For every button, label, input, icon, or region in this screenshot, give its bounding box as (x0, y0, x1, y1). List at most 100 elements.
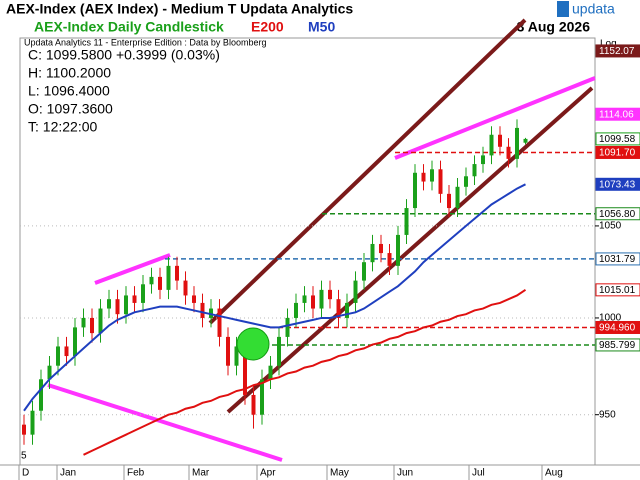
candle-body (515, 127, 519, 159)
drawings (20, 18, 596, 462)
candle-body (319, 289, 324, 309)
candle-body (294, 302, 298, 318)
candle-body (268, 365, 273, 380)
subtitle: AEX-Index Daily Candlestick (34, 19, 224, 35)
candle-body (345, 302, 349, 318)
candle-body (149, 276, 154, 285)
candle-body (396, 234, 400, 266)
candle-body (107, 299, 111, 309)
y-tick-label: 950 (599, 409, 616, 420)
x-tick-label: Jun (397, 468, 413, 479)
highlight-circle (236, 327, 270, 361)
axis-label: Log (600, 39, 617, 50)
candle-body (175, 265, 179, 281)
candle-body (438, 169, 443, 194)
candle-body (464, 176, 468, 187)
candle-body (260, 379, 264, 415)
price-tag (595, 283, 640, 297)
x-tick-label: Jul (472, 468, 485, 479)
candle-body (421, 172, 426, 182)
candle-body (277, 336, 281, 366)
candle-body (132, 295, 137, 303)
candle-body (481, 155, 485, 165)
info-text: O: 1097.3600 (28, 101, 113, 117)
candle-body (523, 138, 528, 143)
candle-body (166, 265, 171, 290)
candle-body (90, 317, 94, 334)
candle-body (506, 146, 511, 159)
year-label: 5 (21, 451, 27, 462)
price-tag-label: 1152.07 (599, 46, 635, 57)
x-tick-label: Feb (127, 468, 145, 479)
trend-line (94, 253, 171, 285)
candle-body (387, 253, 392, 266)
candle-body (285, 317, 290, 337)
price-tag-label: 1114.06 (599, 109, 634, 120)
price-tag-label: 1099.58 (599, 134, 636, 145)
price-tag (595, 207, 640, 221)
candle-body (370, 243, 375, 263)
channel-line (208, 18, 527, 325)
x-tick-label: Aug (545, 468, 563, 479)
price-tag-label: 1015.01 (599, 285, 636, 296)
candle-body (311, 295, 315, 309)
price-tag-label: 1031.79 (599, 254, 636, 265)
candle-body (430, 169, 434, 182)
candle-body (81, 317, 86, 328)
trend-line (47, 383, 283, 462)
indicator-line (83, 289, 527, 456)
price-tag (595, 338, 640, 352)
candle-body (243, 346, 247, 395)
price-tag-label: 1056.80 (599, 209, 636, 220)
trend-line (394, 76, 596, 160)
candle-body (489, 134, 494, 156)
info-text: T: 12:22:00 (28, 119, 97, 135)
candle-body (379, 243, 383, 254)
legend-e200: E200 (251, 19, 284, 35)
candle-body (226, 336, 230, 366)
candle-body (192, 295, 196, 303)
candle-body (98, 308, 103, 334)
chart-title: AEX-Index (AEX Index) - Medium T Updata … (6, 1, 353, 17)
candle-body (217, 308, 222, 337)
date: 3 Aug 2026 (517, 19, 591, 35)
candle-body (413, 172, 417, 209)
x-tick-label: Jan (60, 468, 76, 479)
info-text: C: 1099.5800 +0.3999 (0.03%) (28, 47, 220, 63)
channel-line (226, 86, 594, 414)
price-tag-label: 1091.70 (599, 148, 636, 159)
price-tag-label: 985.799 (599, 340, 636, 351)
candle-body (158, 276, 162, 290)
y-tick-label: 1050 (599, 221, 622, 232)
x-tick-label: D (22, 468, 29, 479)
price-tag (595, 320, 640, 334)
candle-body (336, 299, 341, 318)
candle-body (124, 295, 128, 315)
price-tag (595, 132, 640, 146)
candle-body (64, 346, 69, 357)
price-tag (595, 177, 640, 191)
candle-body (447, 193, 451, 209)
price-tag-label: 1073.43 (599, 179, 636, 190)
candle-body (328, 289, 332, 300)
price-tag (595, 107, 640, 121)
info-text: L: 1096.4000 (28, 83, 110, 99)
candle-body (362, 262, 366, 281)
candle-body (47, 365, 52, 380)
candle-body (22, 424, 26, 435)
candle-body (56, 346, 60, 366)
x-tick-label: Apr (260, 468, 276, 479)
candle-body (115, 299, 120, 315)
candle-body (200, 302, 205, 318)
candle-body (353, 280, 358, 303)
x-tick-label: May (330, 468, 349, 479)
candle-body (183, 280, 188, 296)
candle-body (498, 134, 502, 147)
candle-body (404, 208, 409, 235)
candle-body (30, 410, 35, 435)
candle-body (302, 295, 307, 303)
price-tag-label: 994.960 (599, 323, 636, 334)
price-tag (595, 145, 640, 159)
logo-icon (557, 1, 569, 17)
